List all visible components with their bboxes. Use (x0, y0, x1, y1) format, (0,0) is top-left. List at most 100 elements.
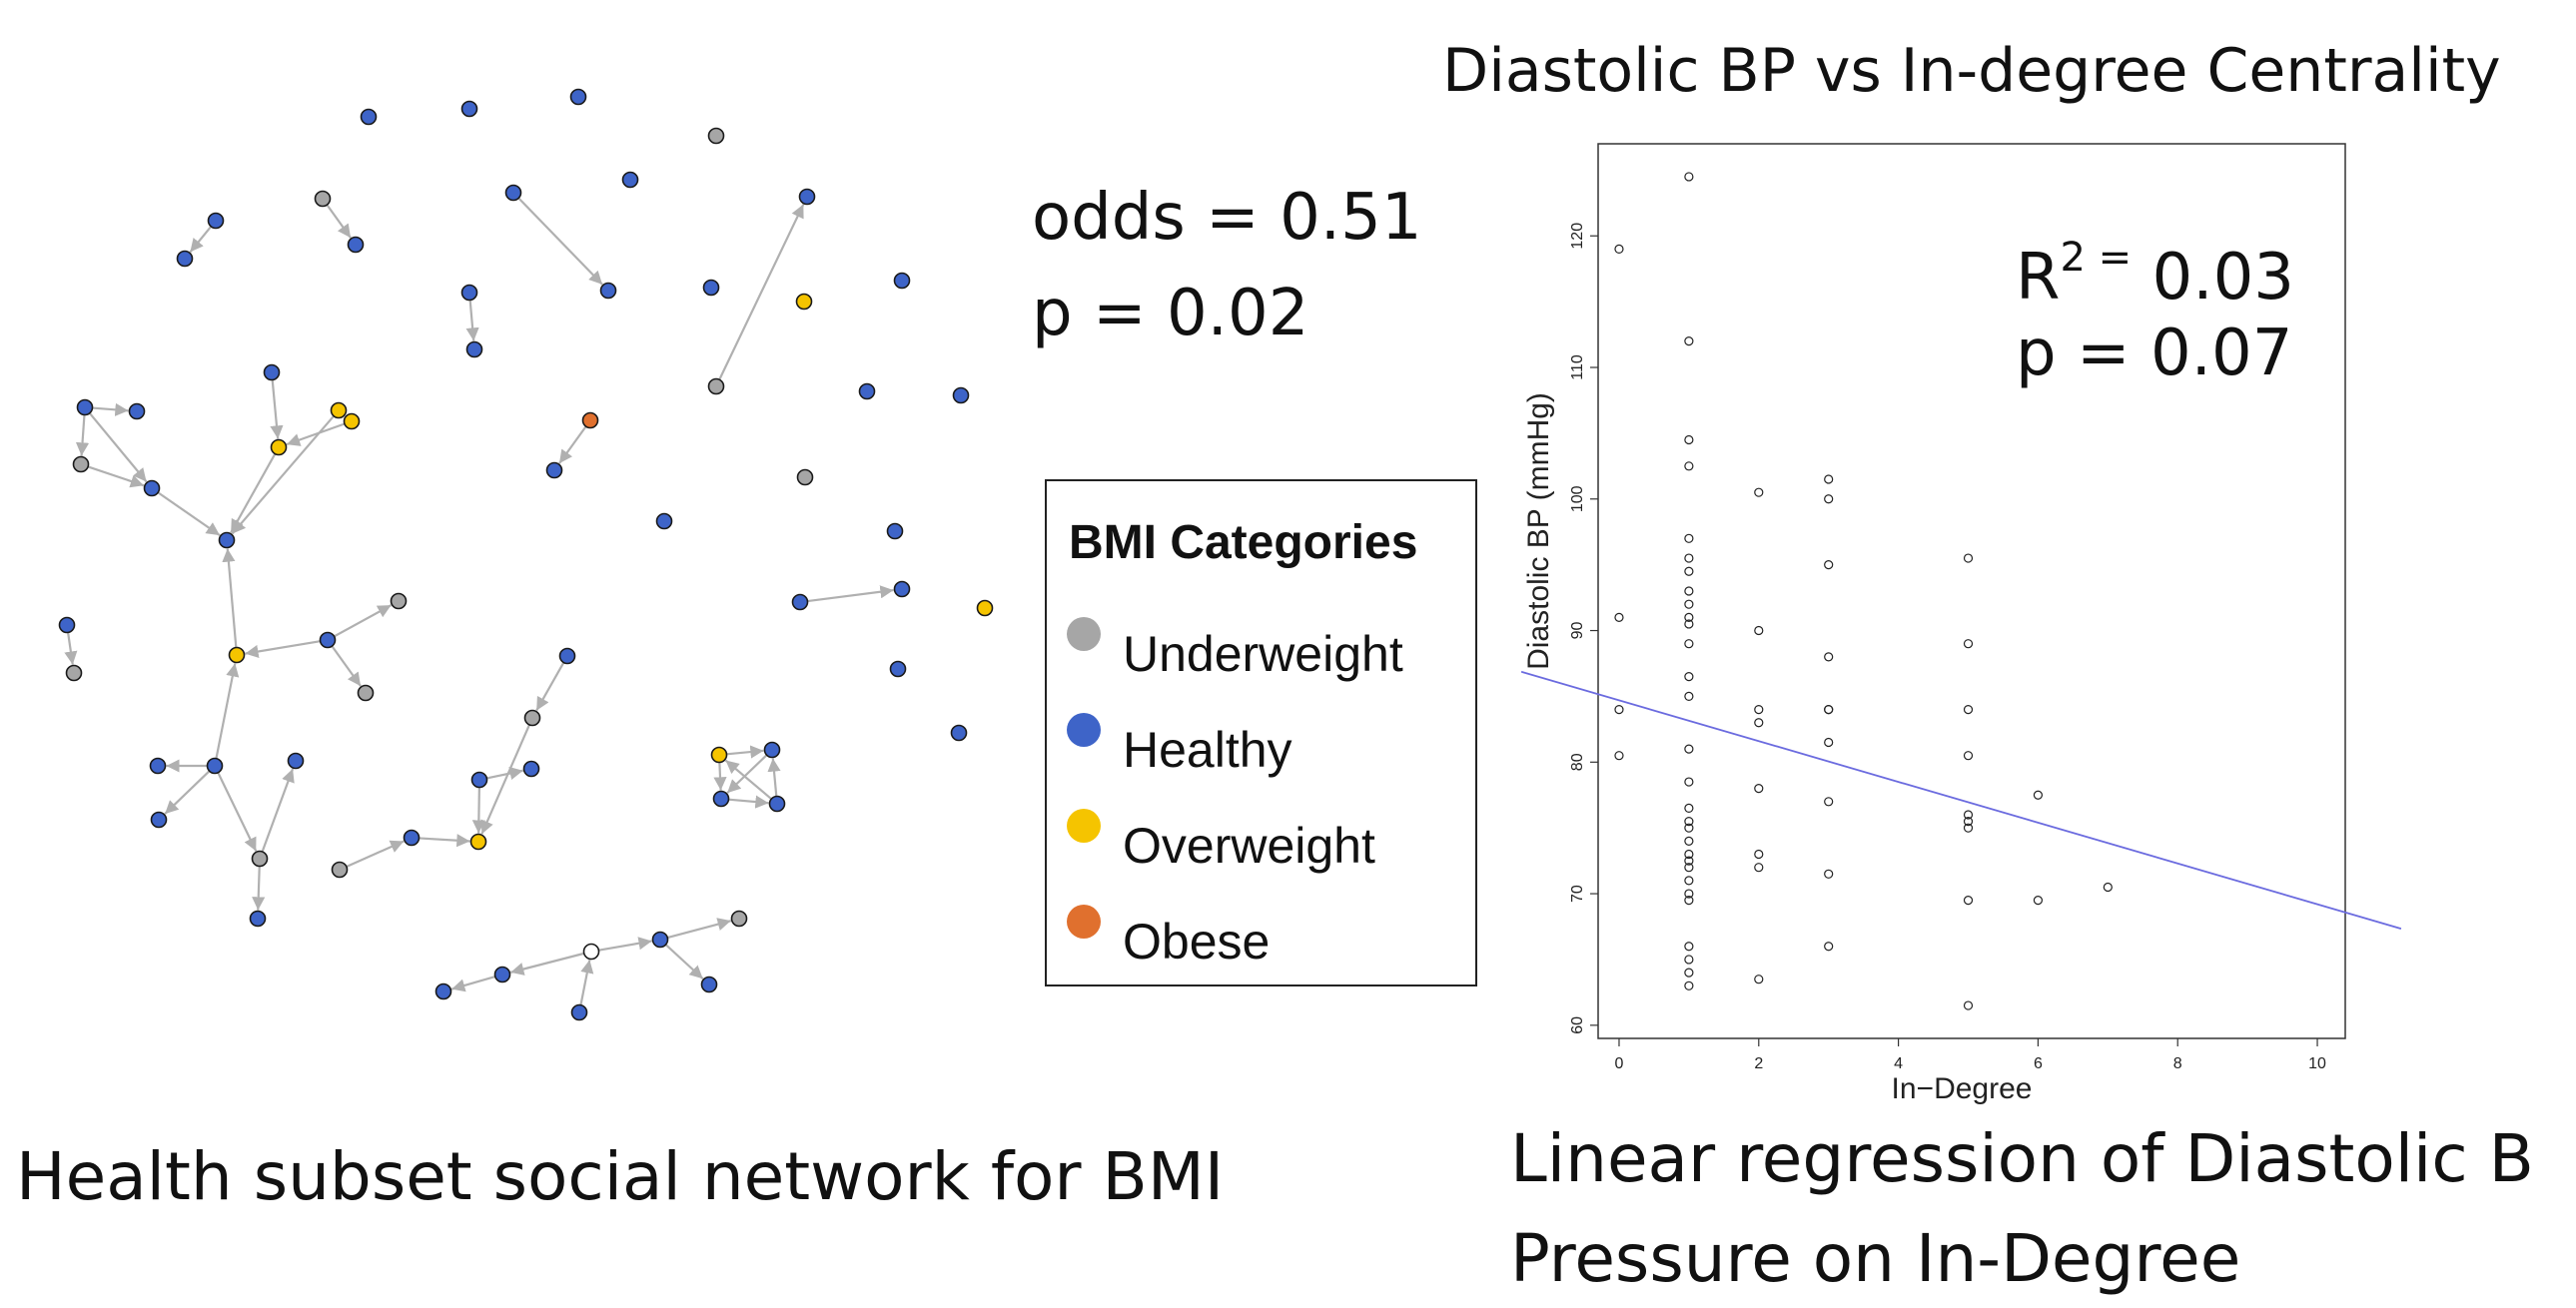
network-p-value-text: p = 0.02 (1032, 277, 1309, 350)
data-point (1824, 737, 1834, 748)
network-node (545, 461, 563, 479)
y-tick-label: 80 (1569, 753, 1586, 771)
data-point (1824, 652, 1834, 662)
network-node (582, 943, 600, 961)
network-node (128, 402, 146, 420)
network-edge (217, 772, 258, 852)
network-edge (726, 754, 768, 794)
network-node (599, 282, 617, 300)
x-tick-label: 0 (1615, 1055, 1624, 1072)
network-node (228, 646, 246, 664)
data-point (1684, 553, 1694, 563)
network-edge (807, 585, 894, 603)
data-point (1684, 942, 1694, 952)
data-point (1614, 244, 1624, 255)
data-point (1684, 836, 1694, 846)
data-point (1684, 896, 1694, 906)
data-point (1754, 849, 1764, 860)
network-node (796, 468, 814, 486)
data-point (1754, 625, 1764, 636)
data-point (1824, 797, 1834, 807)
network-node (314, 190, 332, 208)
network-edge (157, 491, 221, 537)
data-point (1754, 704, 1764, 715)
network-node (143, 479, 161, 497)
data-point (1684, 889, 1694, 899)
network-node (218, 531, 236, 549)
network-edge (664, 944, 704, 981)
network-edge (75, 414, 90, 456)
network-node (469, 833, 487, 851)
regression-caption-line1: Linear regression of Diastolic B (1510, 1120, 2534, 1197)
network-node (558, 647, 576, 665)
network-node (712, 790, 730, 808)
network-node (700, 976, 718, 993)
y-tick-label: 90 (1569, 622, 1586, 640)
data-point (1684, 434, 1694, 445)
network-edge (334, 604, 393, 638)
data-point (1963, 704, 1974, 715)
data-point (1824, 704, 1834, 715)
data-point (1824, 494, 1834, 504)
regression-line (1520, 670, 2402, 930)
network-node (504, 184, 522, 202)
network-node (330, 401, 348, 419)
y-tick-label: 60 (1569, 1016, 1586, 1034)
network-edge (724, 759, 772, 801)
data-point (1824, 942, 1834, 952)
data-point (1684, 849, 1694, 860)
x-tick-label: 6 (2034, 1055, 2043, 1072)
x-tick-label: 8 (2173, 1055, 2182, 1072)
overweight-swatch (1067, 809, 1101, 843)
network-node (655, 512, 673, 530)
data-point (1963, 810, 1974, 820)
bmi-legend: BMI Categories Underweight Healthy Overw… (1045, 479, 1477, 986)
network-edge (726, 745, 764, 759)
network-edges (64, 197, 894, 1005)
data-point (1684, 639, 1694, 649)
network-node (319, 631, 337, 649)
network-node (493, 966, 511, 983)
network-node (730, 910, 748, 928)
network-node (331, 861, 349, 879)
network-node (263, 363, 281, 381)
network-node (251, 850, 269, 868)
data-point (1684, 599, 1694, 609)
data-point (1963, 639, 1974, 649)
y-tick-label: 120 (1569, 223, 1586, 250)
y-tick-label: 70 (1569, 885, 1586, 903)
network-edge (471, 787, 485, 834)
data-point (1963, 823, 1974, 833)
r-squared-value: 0.03 (2132, 241, 2295, 315)
legend-label-healthy: Healthy (1123, 722, 1292, 778)
data-point (1684, 672, 1694, 682)
network-node (343, 412, 361, 430)
network-edge (486, 767, 523, 780)
data-point (1684, 533, 1694, 543)
network-node (798, 188, 816, 206)
network-node (347, 236, 365, 254)
x-tick-label: 2 (1754, 1055, 1763, 1072)
network-node (707, 377, 725, 395)
network-node (522, 760, 540, 778)
data-point (1963, 816, 1974, 827)
network-node (76, 398, 94, 416)
network-node (858, 382, 876, 400)
data-point (1963, 553, 1974, 563)
network-edge (245, 640, 321, 658)
r-squared-prefix: R (2016, 241, 2061, 315)
data-point (1824, 869, 1834, 879)
data-point (1963, 751, 1974, 761)
network-node (768, 795, 786, 813)
x-tick-label: 10 (2308, 1055, 2326, 1072)
network-edge (509, 952, 585, 976)
network-node (403, 829, 421, 847)
network-edge (480, 724, 531, 835)
data-point (2103, 882, 2113, 893)
network-edge (579, 960, 594, 1005)
network-node (465, 340, 483, 358)
network-edge (252, 866, 266, 911)
network-node (249, 910, 267, 928)
data-point (1684, 612, 1694, 622)
network-edge (558, 425, 587, 464)
